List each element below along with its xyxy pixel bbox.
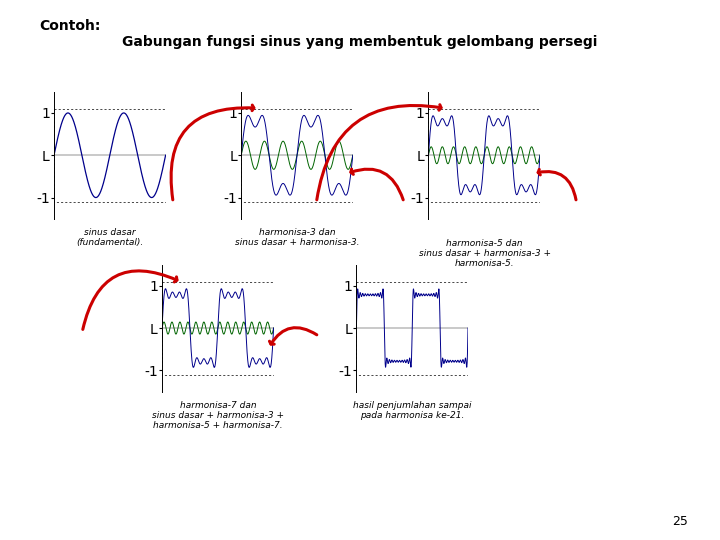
Text: Gabungan fungsi sinus yang membentuk gelombang persegi: Gabungan fungsi sinus yang membentuk gel… [122, 35, 598, 49]
Text: sinus dasar
(fundamental).: sinus dasar (fundamental). [76, 228, 144, 247]
Text: hasil penjumlahan sampai
pada harmonisa ke-21.: hasil penjumlahan sampai pada harmonisa … [354, 401, 472, 420]
Text: harmonisa-3 dan
sinus dasar + harmonisa-3.: harmonisa-3 dan sinus dasar + harmonisa-… [235, 228, 359, 247]
Text: harmonisa-5 dan
sinus dasar + harmonisa-3 +
harmonisa-5.: harmonisa-5 dan sinus dasar + harmonisa-… [418, 239, 551, 268]
Text: harmonisa-7 dan
sinus dasar + harmonisa-3 +
harmonisa-5 + harmonisa-7.: harmonisa-7 dan sinus dasar + harmonisa-… [152, 401, 284, 430]
Text: Contoh:: Contoh: [40, 19, 101, 33]
Text: 25: 25 [672, 515, 688, 528]
